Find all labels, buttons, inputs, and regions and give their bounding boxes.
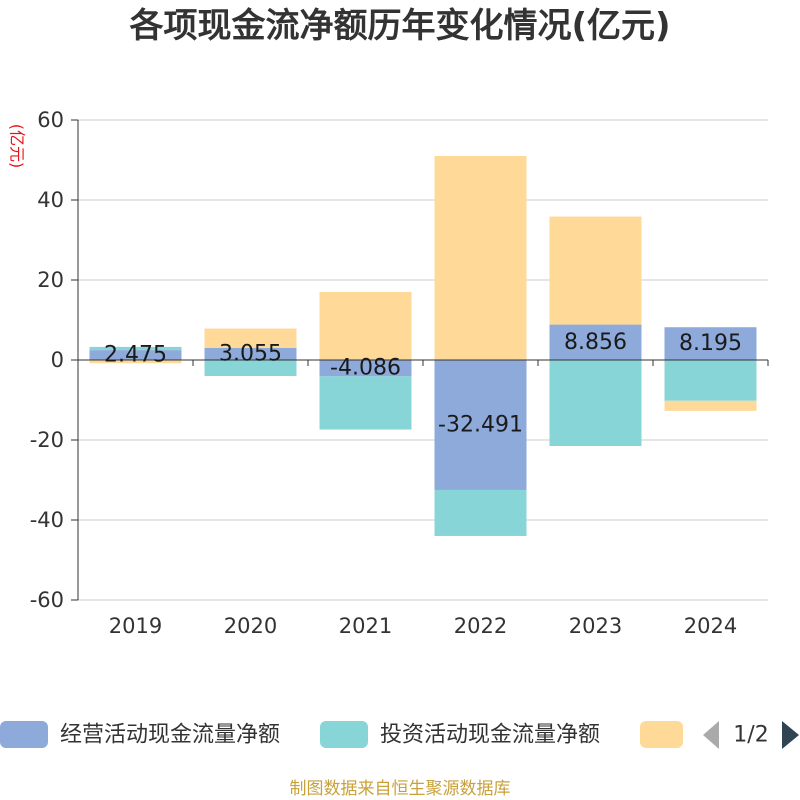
- legend-swatch-series-3: [640, 721, 683, 748]
- bar-series-1-2023: [549, 324, 642, 360]
- bar-series-3-2023: [549, 216, 642, 325]
- legend-page-indicator: 1/2: [733, 723, 768, 748]
- data-label-2023: 8.856: [564, 330, 627, 355]
- x-tick-label-2020: 2020: [224, 614, 277, 638]
- legend-label-series-1: 经营活动现金流量净额: [60, 723, 280, 748]
- bar-series-2-2019: [89, 346, 182, 351]
- x-tick-label-2023: 2023: [569, 614, 622, 638]
- legend-next-page-icon[interactable]: [782, 721, 799, 749]
- x-tick-label-2024: 2024: [684, 614, 737, 638]
- data-label-2020: 3.055: [219, 341, 282, 366]
- y-tick-label: 0: [51, 348, 64, 372]
- y-tick-label: -60: [30, 588, 64, 612]
- bar-series: [89, 156, 757, 536]
- legend-item-series-3[interactable]: [640, 721, 683, 748]
- x-tick-label-2019: 2019: [109, 614, 162, 638]
- bar-series-2-2021: [319, 376, 412, 430]
- legend-item-series-2[interactable]: 投资活动现金流量净额: [320, 721, 600, 748]
- bar-series-3-2021: [319, 292, 412, 360]
- data-label-2019: 2.475: [104, 343, 167, 368]
- y-tick-label: -20: [30, 428, 64, 452]
- legend: 经营活动现金流量净额 投资活动现金流量净额 1/2: [0, 721, 799, 749]
- bar-series-1-2024: [664, 327, 757, 360]
- chart-title: 各项现金流净额历年变化情况(亿元): [129, 6, 670, 46]
- y-tick-label: 20: [37, 268, 64, 292]
- legend-label-series-2: 投资活动现金流量净额: [380, 723, 600, 748]
- x-tick-label-2022: 2022: [454, 614, 507, 638]
- data-label-2021: -4.086: [330, 356, 401, 381]
- y-tick-label: 40: [37, 188, 64, 212]
- bar-series-2-2023: [549, 360, 642, 446]
- y-axis-unit-label: (亿元): [8, 124, 27, 169]
- legend-swatch-series-2: [320, 721, 368, 748]
- data-label-2022: -32.491: [438, 412, 523, 437]
- bar-series-3-2019: [89, 360, 182, 364]
- data-labels: 2.475 3.055 -4.086 -32.491 8.856 8.195: [104, 330, 742, 438]
- bar-series-2-2020: [204, 360, 297, 376]
- legend-prev-page-icon[interactable]: [703, 721, 719, 749]
- bar-series-1-2020: [204, 347, 297, 360]
- axes: 60 40 20 0 -20 -40 -60 2019 2020 2021 2022 2023 2024: [30, 108, 769, 638]
- x-tick-label-2021: 2021: [339, 614, 392, 638]
- bar-series-3-2020: [204, 328, 297, 348]
- bar-series-2-2022: [434, 489, 527, 536]
- bar-series-1-2021: [319, 360, 412, 377]
- data-source-footer: 制图数据来自恒生聚源数据库: [290, 779, 511, 799]
- bar-series-2-2024: [664, 360, 757, 401]
- y-tick-label: -40: [30, 508, 64, 532]
- legend-item-series-1[interactable]: 经营活动现金流量净额: [0, 721, 280, 748]
- legend-swatch-series-1: [0, 721, 48, 748]
- bar-series-1-2019: [89, 350, 182, 360]
- data-label-2024: 8.195: [679, 331, 742, 356]
- bar-series-3-2022: [434, 156, 527, 360]
- bar-series-1-2022: [434, 360, 527, 490]
- y-tick-label: 60: [37, 108, 64, 132]
- bar-series-3-2024: [664, 400, 757, 411]
